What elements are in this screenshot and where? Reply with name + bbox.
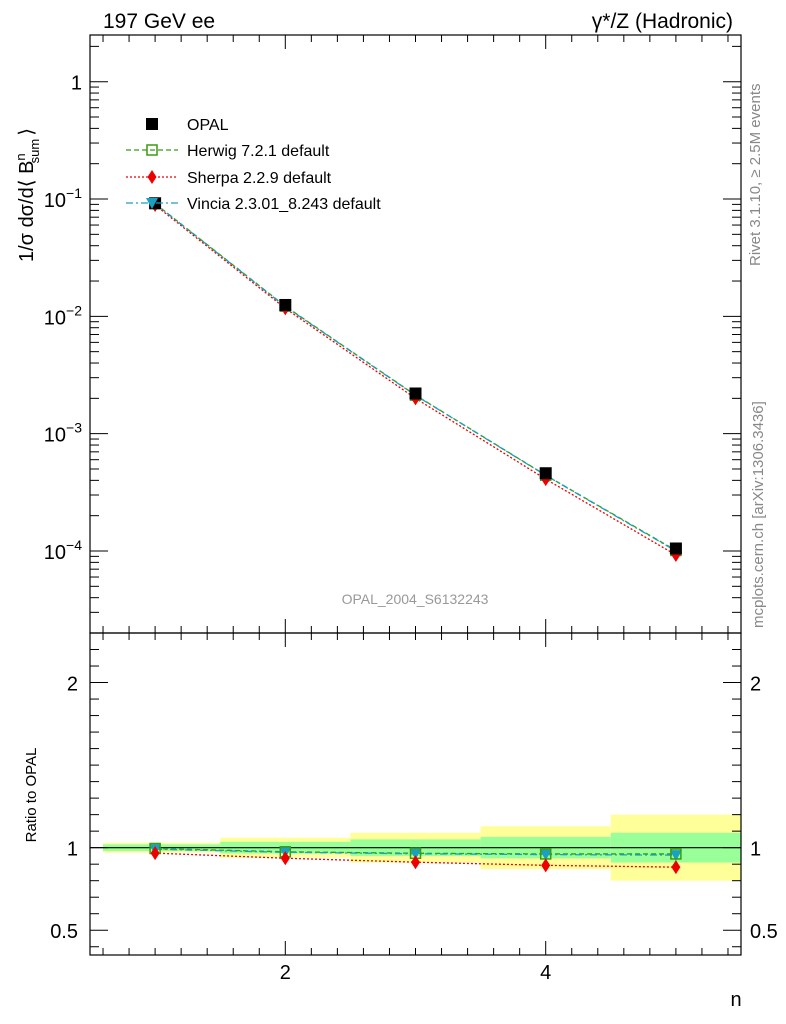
- ratio-point-sherpa-2: [411, 855, 420, 870]
- ratio-point-sherpa-4: [671, 860, 681, 875]
- main-point-opal-2: [409, 387, 422, 400]
- main-y-tick-labels: 1 10−1 10−2 10−3 10−4: [44, 73, 82, 564]
- main-point-opal-4: [669, 542, 682, 555]
- legend-marker-sherpa: [147, 170, 157, 184]
- watermark: OPAL_2004_S6132243: [342, 591, 489, 607]
- main-point-opal-1: [279, 298, 292, 311]
- main-y-tick-label-1: 10−1: [44, 185, 82, 212]
- ratio-y-tick-label-right-1: 1: [750, 839, 761, 861]
- legend-label-herwig: Herwig 7.2.1 default: [187, 143, 330, 160]
- ratio-point-vincia-3: [539, 849, 552, 861]
- legend-label-vincia: Vincia 2.3.01_8.243 default: [187, 196, 381, 213]
- ratio-point-vincia-4: [669, 850, 682, 862]
- x-axis-title: n: [730, 989, 741, 1011]
- x-tick-label-1: 4: [540, 962, 551, 984]
- ratio-y-tick-label-right-2: 2: [750, 674, 761, 696]
- legend-marker-herwig: [146, 144, 158, 156]
- ratio-point-vincia-2: [409, 848, 422, 860]
- ratio-point-sherpa-3: [541, 858, 551, 873]
- ratio-y-tick-labels: 0.5 0.5 1 1 2 2: [50, 674, 778, 944]
- main-point-opal-3: [539, 467, 552, 480]
- header-right: γ*/Z (Hadronic): [592, 10, 733, 33]
- main-y-tick-label-3: 10−3: [44, 420, 82, 447]
- legend: OPAL Herwig 7.2.1 default Sherpa 2.2.9 def…: [126, 117, 381, 213]
- ratio-series-group: [149, 842, 682, 875]
- ratio-y-tick-label-right-0: 0.5: [750, 921, 778, 943]
- ratio-point-sherpa-1: [280, 851, 290, 866]
- main-line-sherpa: [154, 204, 677, 556]
- header-left: 197 GeV ee: [103, 10, 215, 33]
- axis-ticks: [90, 35, 741, 955]
- legend-marker-vincia: [146, 198, 158, 209]
- legend-label-sherpa: Sherpa 2.2.9 default: [187, 170, 332, 187]
- main-y-tick-label-0: 1: [71, 73, 82, 95]
- x-tick-label-0: 2: [280, 962, 291, 984]
- ratio-point-herwig-4: [670, 848, 682, 860]
- ratio-y-tick-label-left-2: 2: [67, 674, 78, 696]
- main-line-vincia: [154, 203, 677, 552]
- main-y-tick-label-2: 10−2: [44, 302, 82, 329]
- main-line-herwig: [154, 203, 677, 552]
- ratio-y-tick-label-left-0: 0.5: [50, 921, 78, 943]
- legend-marker-opal: [146, 118, 158, 130]
- ratio-y-axis-title: Ratio to OPAL: [23, 748, 40, 843]
- legend-label-opal: OPAL: [187, 117, 229, 134]
- ratio-plot-frame: [89, 632, 742, 956]
- ratio-y-tick-label-left-1: 1: [67, 839, 78, 861]
- rivet-label: Rivet 3.1.10, ≥ 2.5M events: [747, 84, 764, 267]
- main-series-group: [149, 197, 682, 562]
- ratio-point-sherpa-0: [150, 846, 160, 861]
- main-y-tick-label-4: 10−4: [44, 537, 82, 564]
- mcplots-label: mcplots.cern.ch [arXiv:1306.3436]: [750, 401, 767, 628]
- main-y-axis-title: 1/σ dσ/d⟨ Bnsum⟩: [13, 128, 42, 262]
